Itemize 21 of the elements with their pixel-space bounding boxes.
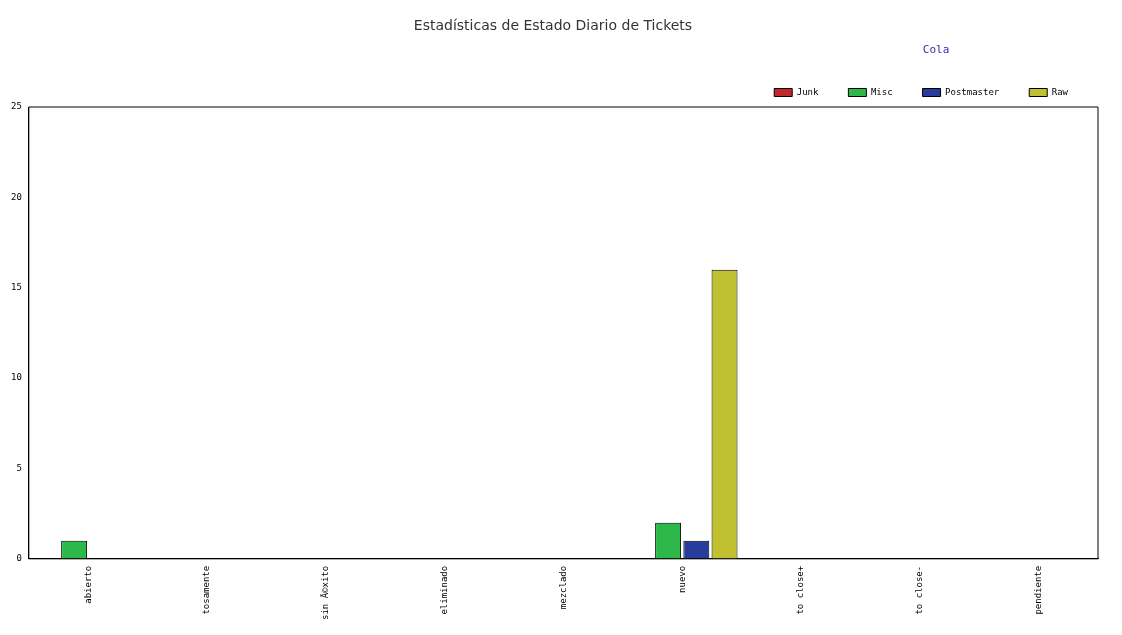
legend-label: Misc — [870, 86, 893, 97]
x-tick-label: tosamente — [201, 565, 212, 615]
y-tick-label: 10 — [10, 372, 22, 383]
x-tick-label: nuevo — [676, 565, 687, 593]
y-tick-label: 0 — [16, 553, 22, 564]
legend-label: Raw — [1051, 86, 1069, 97]
y-tick-label: 25 — [10, 101, 22, 112]
x-tick-label: to close- — [914, 565, 925, 615]
x-tick-label: abierto — [82, 565, 93, 604]
chart-title: Estadísticas de Estado Diario de Tickets — [413, 17, 693, 34]
x-tick-label: mezclado — [557, 565, 568, 610]
y-tick-label: 15 — [10, 282, 22, 293]
x-tick-label: sin Ã©xito — [320, 565, 331, 620]
x-tick-label: to close+ — [795, 565, 806, 615]
x-tick-label: eliminado — [438, 565, 449, 615]
legend-label: Postmaster — [945, 86, 1000, 97]
x-tick-label: pendiente — [1032, 565, 1043, 615]
y-tick-label: 20 — [10, 191, 22, 202]
y-tick-label: 5 — [16, 462, 22, 473]
legend-title: Cola — [922, 43, 950, 57]
legend-label: Junk — [796, 86, 819, 97]
